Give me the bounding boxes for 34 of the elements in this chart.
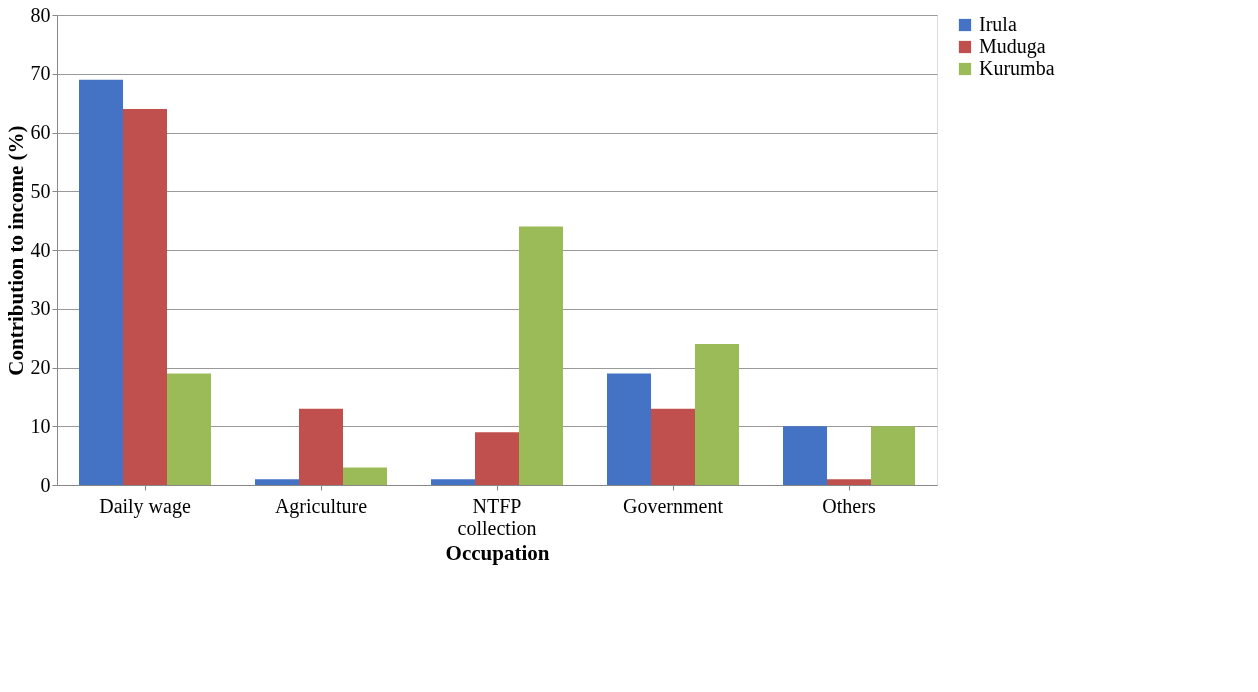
x-tick-label: Government bbox=[623, 494, 724, 517]
bar bbox=[783, 426, 827, 485]
y-tick-label: 50 bbox=[30, 179, 51, 202]
bar bbox=[651, 408, 695, 485]
y-tick-label: 40 bbox=[30, 238, 51, 261]
legend-label: Irula bbox=[979, 13, 1017, 35]
bar bbox=[475, 432, 519, 485]
bar bbox=[431, 479, 475, 485]
legend-label: Kurumba bbox=[979, 57, 1055, 79]
y-axis-title: Contribution to income (%) bbox=[3, 125, 28, 376]
x-tick-label: Daily wage bbox=[99, 494, 191, 518]
bar bbox=[299, 408, 343, 485]
y-tick-label: 0 bbox=[40, 473, 51, 496]
bar bbox=[871, 426, 915, 485]
bar bbox=[519, 226, 563, 485]
bar bbox=[827, 479, 871, 485]
y-tick-label: 70 bbox=[30, 62, 51, 85]
y-tick-label: 80 bbox=[30, 3, 51, 26]
bar bbox=[79, 79, 123, 485]
x-axis-title: Occupation bbox=[445, 540, 550, 565]
bar bbox=[123, 109, 167, 485]
bar bbox=[343, 467, 387, 485]
y-tick-label: 30 bbox=[30, 297, 51, 320]
y-tick-label: 60 bbox=[30, 121, 51, 143]
bar bbox=[695, 344, 739, 485]
legend-label: Muduga bbox=[979, 35, 1046, 58]
bar bbox=[167, 373, 211, 485]
x-tick-label: Others bbox=[822, 494, 876, 517]
y-tick-label: 10 bbox=[30, 414, 51, 437]
x-tick-label: NTFP collection bbox=[457, 494, 537, 539]
y-tick-label: 20 bbox=[30, 356, 51, 378]
bar bbox=[255, 479, 299, 485]
x-tick-label: Agriculture bbox=[274, 494, 368, 518]
bar bbox=[607, 373, 651, 485]
